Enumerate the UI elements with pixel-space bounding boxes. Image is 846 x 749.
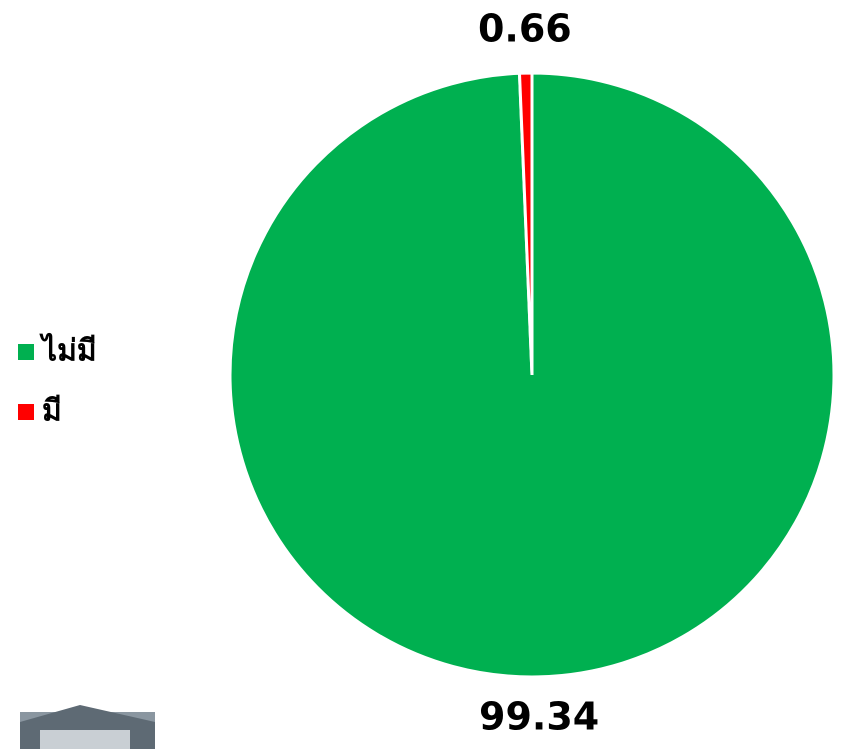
data-label: 99.34 (479, 694, 599, 738)
chart: 99.34 0.66 ไม่มีมี (0, 0, 846, 749)
legend-label: ไม่มี (39, 333, 97, 369)
legend-swatch (18, 344, 34, 360)
legend-label: มี (42, 394, 62, 429)
photo-fragment (20, 705, 155, 749)
legend-swatch (18, 404, 34, 420)
data-label: 0.66 (478, 7, 572, 51)
